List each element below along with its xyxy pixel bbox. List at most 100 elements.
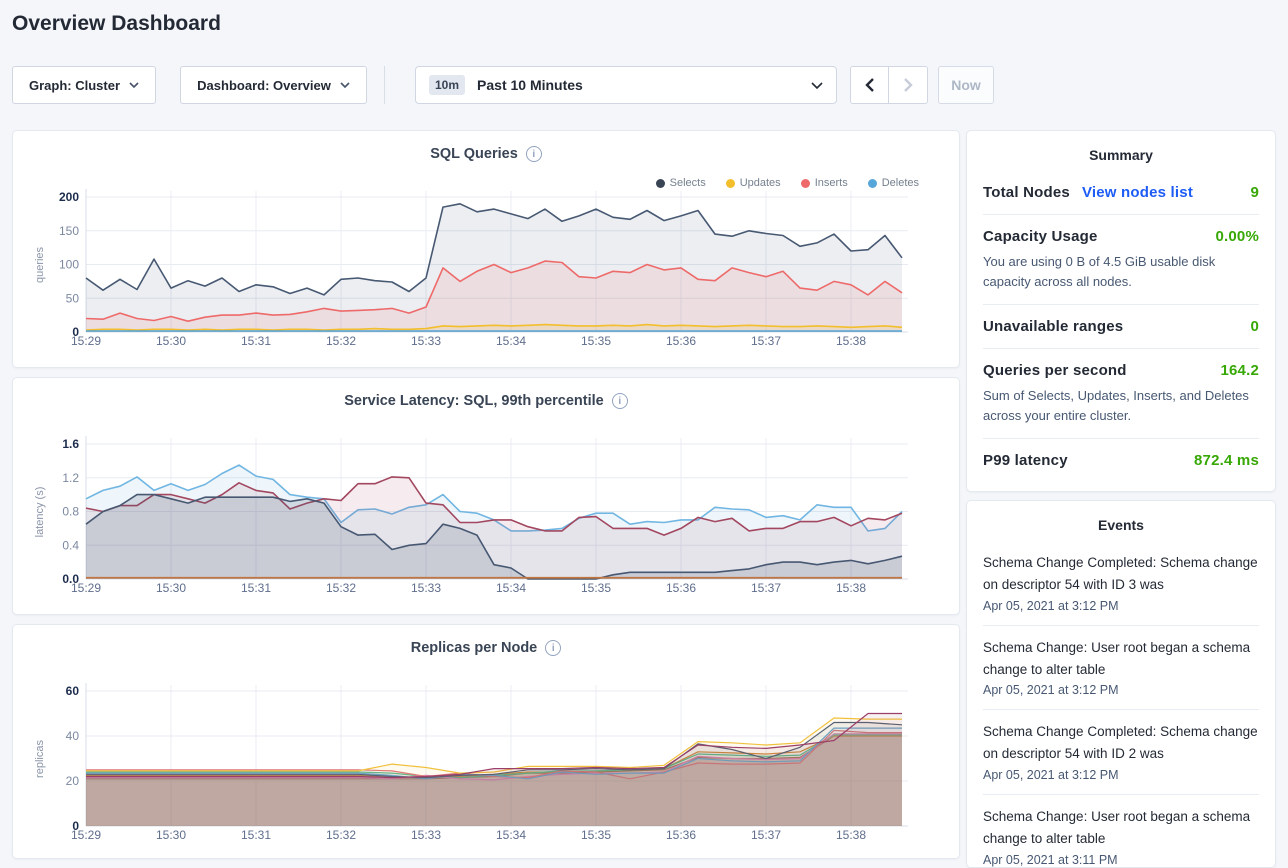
event-timestamp: Apr 05, 2021 at 3:12 PM [983, 683, 1119, 698]
x-tick-label: 15:37 [751, 334, 781, 348]
unavailable-ranges-value: 0 [1250, 318, 1259, 335]
service-latency-card: Service Latency: SQL, 99th percentile i … [12, 377, 960, 615]
event-timestamp: Apr 05, 2021 at 3:12 PM [983, 768, 1119, 783]
y-tick-label: 0 [72, 325, 79, 339]
series-area-node-blue [86, 465, 902, 579]
series-line-node-maroon [85, 476, 903, 536]
x-tick-label: 15:35 [581, 581, 611, 595]
qps-label: Queries per second [983, 362, 1127, 379]
x-tick-label: 15:29 [71, 334, 101, 348]
chevron-down-icon [129, 82, 139, 88]
y-tick-label: 50 [66, 291, 80, 305]
info-icon[interactable]: i [545, 640, 562, 656]
legend-item-inserts: Inserts [800, 177, 848, 189]
x-tick-label: 15:30 [156, 581, 186, 595]
series-line-node-salmon [86, 729, 902, 780]
summary-row-unavailable-ranges: Unavailable ranges 0 [983, 305, 1259, 349]
replicas-per-node-card: Replicas per Node i 0 20 40 60 15:29 15:30 15:… [12, 624, 960, 859]
x-tick-label: 15:36 [666, 828, 696, 842]
chevron-right-icon [903, 78, 913, 92]
time-range-label: Past 10 Minutes [477, 77, 583, 93]
info-icon[interactable]: i [611, 393, 628, 409]
x-tick-label: 15:35 [581, 334, 611, 348]
time-step-button-group [850, 66, 928, 104]
x-tick-label: 15:38 [836, 581, 866, 595]
x-tick-label: 15:31 [241, 828, 271, 842]
events-title: Events [1098, 517, 1144, 533]
y-tick-label: 1.6 [62, 437, 79, 451]
capacity-usage-value: 0.00% [1215, 228, 1259, 245]
legend-dot [867, 178, 877, 188]
chevron-down-icon [340, 82, 350, 88]
event-message: Schema Change Completed: Schema change o… [983, 724, 1258, 762]
y-tick-label: 100 [59, 258, 79, 272]
x-tick-label: 15:31 [241, 581, 271, 595]
graph-dropdown-label: Graph: Cluster [28, 77, 120, 93]
series-area-node-blue [86, 728, 902, 826]
event-message: Schema Change: User root began a schema … [983, 809, 1251, 847]
graph-dropdown[interactable]: Graph: Cluster [12, 66, 156, 104]
series-line-node-blue [86, 727, 902, 780]
sql-queries-chart[interactable]: 0 50 100 150 200 15:29 15:30 15:31 15:32 15:33 15:… [13, 185, 961, 357]
time-next-button[interactable] [889, 67, 927, 103]
legend-item-updates: Updates [725, 177, 781, 189]
p99-latency-value: 872.4 ms [1194, 452, 1259, 469]
x-tick-label: 15:38 [836, 334, 866, 348]
event-timestamp: Apr 05, 2021 at 3:11 PM [983, 852, 1118, 867]
chevron-down-icon [811, 81, 823, 89]
y-tick-label: 0.0 [62, 572, 79, 586]
x-tick-label: 15:30 [156, 828, 186, 842]
summary-title: Summary [1089, 147, 1153, 163]
time-prev-button[interactable] [851, 67, 889, 103]
event-item: Schema Change: User root began a schema … [983, 795, 1259, 868]
y-axis-unit-label: queries [34, 246, 46, 283]
x-tick-label: 15:30 [156, 334, 186, 348]
chevron-left-icon [865, 78, 874, 92]
series-area-node-slate [86, 722, 902, 826]
summary-row-capacity: Capacity Usage 0.00% You are using 0 B o… [983, 215, 1259, 305]
replicas-per-node-chart[interactable]: 0 20 40 60 15:29 15:30 15:31 15:32 15:33 15:34 15:… [13, 679, 961, 851]
series-area-node-navy [86, 494, 902, 579]
x-tick-label: 15:34 [496, 334, 526, 348]
series-area-Inserts [86, 261, 902, 332]
info-icon[interactable]: i [525, 146, 542, 162]
x-tick-label: 15:35 [581, 828, 611, 842]
series-line-node-slate [86, 721, 903, 779]
x-tick-label: 15:38 [836, 828, 866, 842]
legend-item-selects: Selects [655, 177, 706, 189]
x-tick-label: 15:32 [326, 334, 356, 348]
service-latency-chart-title: Service Latency: SQL, 99th percentile [344, 393, 604, 409]
dashboard-dropdown[interactable]: Dashboard: Overview [180, 66, 367, 104]
event-message: Schema Change: User root began a schema … [983, 639, 1251, 677]
events-list: Schema Change Completed: Schema change o… [967, 541, 1275, 868]
event-item: Schema Change: User root began a schema … [983, 626, 1259, 711]
now-button[interactable]: Now [938, 66, 994, 104]
y-tick-label: 1.2 [62, 471, 79, 485]
series-area-node-maroon [86, 476, 902, 579]
x-tick-label: 15:29 [71, 828, 101, 842]
total-nodes-value: 9 [1250, 184, 1259, 201]
dashboard-dropdown-label: Dashboard: Overview [197, 77, 331, 93]
y-tick-label: 60 [66, 684, 80, 698]
service-latency-chart[interactable]: 0.0 0.4 0.8 1.2 1.6 15:29 15:30 15:31 15:32 15:33… [13, 432, 961, 604]
series-line-Selects [85, 203, 903, 296]
series-area-Selects [86, 203, 902, 332]
legend-dot [655, 178, 665, 188]
x-tick-label: 15:29 [71, 581, 101, 595]
x-tick-label: 15:32 [326, 828, 356, 842]
x-tick-label: 15:32 [326, 581, 356, 595]
legend-dot [725, 178, 735, 188]
view-nodes-list-link[interactable]: View nodes list [1081, 184, 1194, 201]
time-range-picker[interactable]: 10m Past 10 Minutes [415, 66, 837, 104]
y-tick-label: 0 [72, 819, 79, 833]
legend-dot [800, 178, 810, 188]
series-line-node-yellow [86, 717, 902, 774]
series-area-node-maroon [86, 713, 902, 826]
x-tick-label: 15:37 [751, 581, 781, 595]
sql-queries-card: SQL Queries i Selects Updates Inserts Delet… [12, 130, 960, 368]
events-panel: Events Schema Change Completed: Schema c… [966, 500, 1276, 868]
y-axis-unit-label: replicas [34, 740, 46, 778]
y-tick-label: 0.8 [62, 505, 79, 519]
series-line-Updates [85, 323, 903, 331]
